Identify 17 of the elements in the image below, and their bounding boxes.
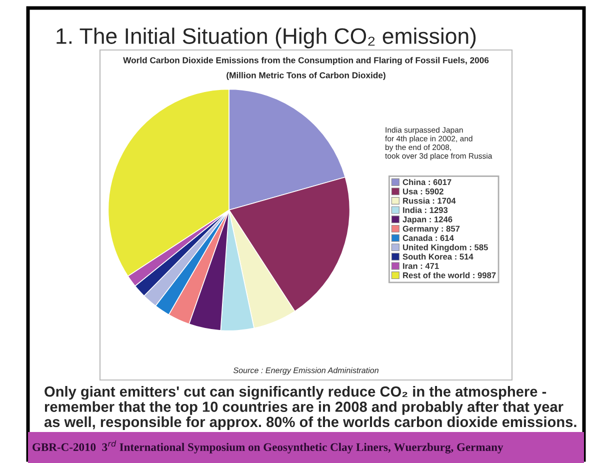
legend-label: Rest of the world : 9987 [403, 272, 496, 278]
legend-label: India : 1293 [403, 206, 448, 214]
legend-label: Russia : 1704 [403, 198, 456, 204]
legend-label: Japan : 1246 [402, 216, 452, 224]
legend-label: Usa : 5902 [403, 188, 444, 194]
text: Only giant emitters' cut can significantly reduce CO₂ in the atmosphere - remember that the top 10 countries are in 2008 and probably after that year as well, responsible for approx. 80% of the worlds carbon dioxide emissions. [44, 386, 576, 430]
legend-label: United Kingdom : 585 [403, 244, 488, 252]
legend-label: Germany : 857 [402, 226, 460, 234]
legend-label: Iran : 471 [403, 263, 439, 269]
chart-subtitle: World Carbon Dioxide Emissions from the Consumption and Flaring of Fossil Fuels, 2006 [123, 56, 489, 66]
text: (Million Metric Tons of Carbon Dioxide) [226, 72, 386, 80]
legend-label: Canada : 614 [402, 234, 454, 241]
source-note: Source : Energy Emission Administration [233, 367, 378, 375]
legend-label: China : 6017 [402, 178, 452, 186]
text: GBR-C-2010 3$^{rd}$ International Symposium on Geosynthetic Clay Liners, Wuerzburg, Germany [32, 440, 504, 454]
chart-title: 1. The Initial Situation (High CO₂ emission) [56, 28, 476, 48]
legend-label: South Korea : 514 [402, 253, 474, 260]
